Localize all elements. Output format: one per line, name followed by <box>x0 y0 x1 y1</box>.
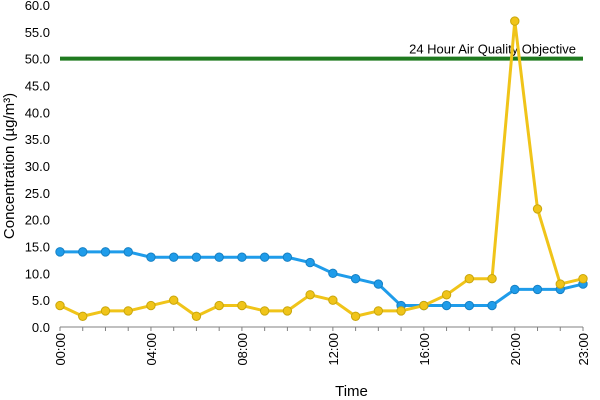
x-tick-label: 23:00 <box>576 333 591 366</box>
data-point <box>237 300 247 311</box>
series-layer <box>55 16 588 321</box>
y-tick-label: 30.0 <box>25 159 50 174</box>
data-point <box>282 252 293 262</box>
data-point <box>510 284 520 295</box>
data-point <box>487 300 497 311</box>
y-tick-label: 40.0 <box>25 105 50 120</box>
y-tick-label: 10.0 <box>25 266 50 281</box>
series-2 <box>55 16 588 321</box>
data-point <box>305 257 315 268</box>
data-point <box>100 247 111 257</box>
series-1 <box>55 247 588 311</box>
data-point <box>464 300 475 311</box>
data-point <box>168 252 179 262</box>
data-point <box>328 295 338 305</box>
data-point <box>510 16 520 26</box>
data-point <box>55 300 65 311</box>
data-point <box>191 252 202 262</box>
data-point <box>78 247 88 257</box>
data-point <box>214 300 224 311</box>
x-tick-label: 04:00 <box>144 333 159 366</box>
data-point <box>191 311 202 321</box>
data-point <box>396 306 406 316</box>
data-point <box>487 274 497 284</box>
x-tick-label: 16:00 <box>417 333 432 366</box>
data-point <box>168 295 179 305</box>
data-point <box>441 290 452 300</box>
data-point <box>78 311 88 321</box>
x-tick-label: 08:00 <box>235 333 250 366</box>
data-point <box>305 290 315 300</box>
y-tick-label: 20.0 <box>25 213 50 228</box>
x-tick-label: 00:00 <box>53 333 68 366</box>
y-tick-label: 0.0 <box>32 320 50 335</box>
y-tick-label: 50.0 <box>25 52 50 67</box>
data-point <box>55 247 65 257</box>
data-point <box>100 306 111 316</box>
y-tick-label: 5.0 <box>32 293 50 308</box>
y-tick-label: 35.0 <box>25 132 50 147</box>
data-point <box>146 300 156 311</box>
data-point <box>555 279 565 289</box>
data-point <box>419 300 429 311</box>
y-tick-label: 15.0 <box>25 240 50 255</box>
data-point <box>350 274 361 284</box>
objective-annotation: 24 Hour Air Quality Objective <box>409 42 576 57</box>
data-point <box>328 268 338 279</box>
data-point <box>123 247 133 257</box>
x-axis-ticks: 00:00 04:00 08:00 12:00 16:00 20:00 23:00 <box>53 327 591 366</box>
data-point <box>441 300 452 311</box>
data-point <box>282 306 293 316</box>
data-point <box>146 252 156 262</box>
y-axis-ticks: 0.0 5.0 10.0 15.0 20.0 25.0 30.0 35.0 40.0 45.0 50… <box>25 0 50 335</box>
data-point <box>532 204 543 214</box>
data-point <box>373 279 384 289</box>
y-tick-label: 60.0 <box>25 0 50 13</box>
data-point <box>259 252 270 262</box>
data-point <box>350 311 361 321</box>
data-point <box>373 306 384 316</box>
data-point <box>532 284 543 295</box>
series-line <box>59 19 584 318</box>
y-tick-label: 55.0 <box>25 25 50 40</box>
x-tick-label: 12:00 <box>326 333 341 366</box>
y-axis-title: Concentration (µg/m³) <box>1 93 18 239</box>
x-axis-title: Time <box>335 383 368 400</box>
data-point <box>123 306 133 316</box>
x-tick-label: 20:00 <box>508 333 523 366</box>
y-tick-label: 45.0 <box>25 79 50 94</box>
data-point <box>464 274 475 284</box>
data-point <box>214 252 224 262</box>
y-tick-label: 25.0 <box>25 186 50 201</box>
data-point <box>578 274 588 284</box>
data-point <box>259 306 270 316</box>
data-point <box>237 252 247 262</box>
